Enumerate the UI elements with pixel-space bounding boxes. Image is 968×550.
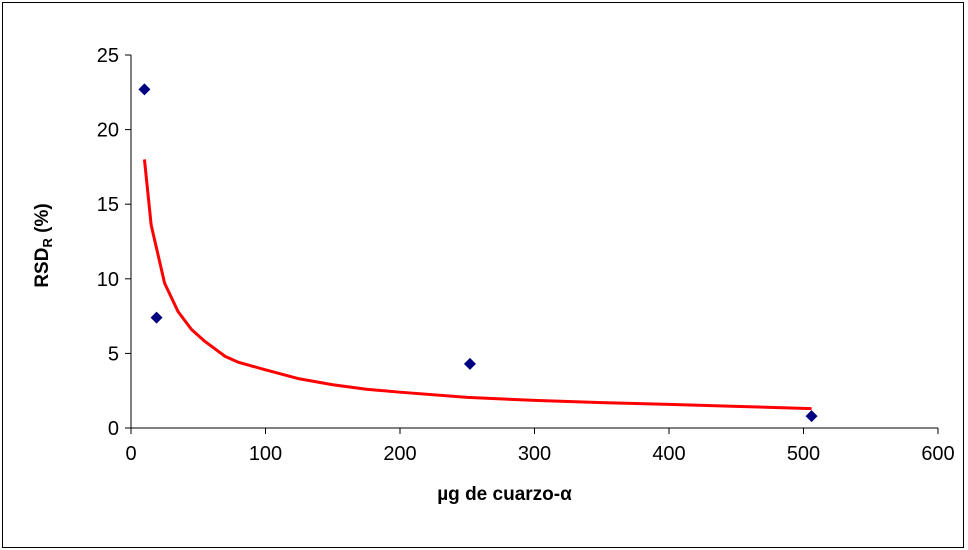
y-tick-label: 25 <box>97 45 119 67</box>
x-tick-label: 300 <box>518 443 551 465</box>
x-tick-label: 0 <box>125 443 136 465</box>
y-axis-title-main: RSD <box>32 248 53 288</box>
y-tick-label: 0 <box>108 418 119 440</box>
y-axis-title-suffix: (%) <box>32 203 53 238</box>
y-axis-title: RSDR (%) <box>32 203 55 287</box>
y-tick-label: 5 <box>108 343 119 365</box>
data-point-diamond <box>150 311 163 324</box>
y-tick-label: 10 <box>97 269 119 291</box>
x-tick-label: 400 <box>652 443 685 465</box>
data-point-diamond <box>805 410 818 423</box>
fit-curve-line <box>142 159 812 411</box>
x-tick-label: 500 <box>787 443 820 465</box>
data-point-diamond <box>463 357 476 370</box>
y-tick-label: 20 <box>97 120 119 142</box>
y-axis-title-sub: R <box>40 238 55 248</box>
x-tick-label: 200 <box>383 443 416 465</box>
ticks: 0 5 10 15 20 25 0 100 200 300 400 500 600 <box>97 45 955 465</box>
axes <box>130 55 938 429</box>
x-axis-title: µg de cuarzo-α <box>437 484 572 505</box>
data-point-diamond <box>138 83 151 96</box>
data-points <box>138 83 818 423</box>
x-tick-label: 100 <box>249 443 282 465</box>
x-tick-label: 600 <box>921 443 954 465</box>
y-tick-label: 15 <box>97 194 119 216</box>
scatter-chart: 0 5 10 15 20 25 0 100 200 300 400 500 600 µg de cuar… <box>32 45 955 505</box>
fit-curve <box>142 159 812 411</box>
